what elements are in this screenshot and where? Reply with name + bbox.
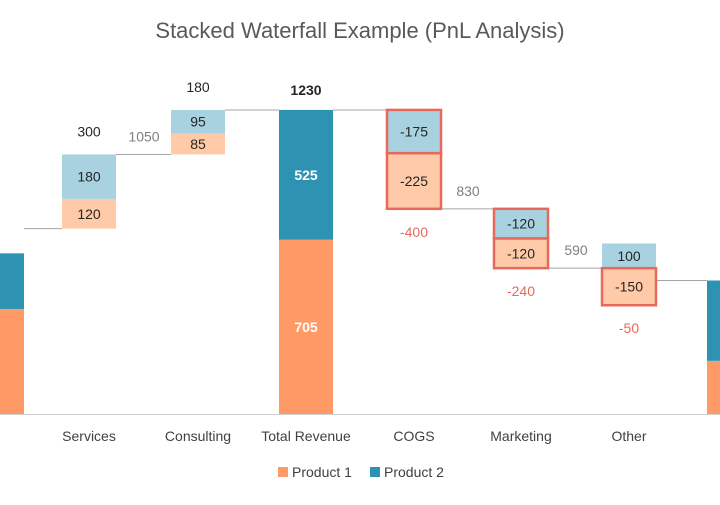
data-label-total-revenue-product-2: 525 <box>294 167 318 183</box>
bar-net-product-1 <box>707 360 720 414</box>
category-label-marketing: Marketing <box>490 428 551 444</box>
legend-swatch-product-1 <box>278 467 288 477</box>
category-labels: Services Consulting Total Revenue COGS Marke… <box>62 428 647 444</box>
category-label-total-revenue: Total Revenue <box>261 428 351 444</box>
data-label-marketing-total: -240 <box>507 283 535 299</box>
category-label-other: Other <box>611 428 646 444</box>
data-label-total-revenue-total: 1230 <box>290 82 321 98</box>
bar-total-revenue-product-1 <box>279 239 333 414</box>
category-label-cogs: COGS <box>393 428 434 444</box>
data-label-other-product-1: -150 <box>615 279 643 295</box>
data-label-consulting-total: 180 <box>186 79 210 95</box>
data-label-other-total: -50 <box>619 320 639 336</box>
bar-start-product-2 <box>0 253 24 309</box>
bar-total-revenue-product-2 <box>279 109 333 240</box>
data-label-cogs-product-2: -175 <box>400 124 428 140</box>
category-label-consulting: Consulting <box>165 428 231 444</box>
bars-group <box>0 108 720 414</box>
connector-lines <box>24 109 707 282</box>
bar-marketing-product-2 <box>492 207 550 240</box>
bar-marketing-product-1 <box>492 237 550 270</box>
data-label-services-product-2: 180 <box>77 169 101 185</box>
bar-cogs-product-1 <box>385 151 443 211</box>
data-label-marketing-product-2: -120 <box>507 216 535 232</box>
legend-label-product-1: Product 1 <box>292 464 352 480</box>
bar-net-product-2 <box>707 280 720 361</box>
data-label-services-product-1: 120 <box>77 206 101 222</box>
bar-other-product-2 <box>602 243 656 269</box>
data-label-cogs-product-1: -225 <box>400 173 428 189</box>
data-label-cogs-total: -400 <box>400 224 428 240</box>
bar-consulting-product-1 <box>171 133 225 155</box>
running-label-consulting: 1050 <box>128 128 159 144</box>
running-label-marketing: 590 <box>564 242 588 258</box>
legend-swatch-product-2 <box>370 467 380 477</box>
bar-services-product-1 <box>62 198 116 229</box>
chart-title: Stacked Waterfall Example (PnL Analysis) <box>155 18 564 43</box>
bar-cogs-product-2 <box>385 108 443 155</box>
data-label-total-revenue-product-1: 705 <box>294 319 318 335</box>
running-label-cogs: 830 <box>456 183 480 199</box>
data-label-marketing-product-1: -120 <box>507 245 535 261</box>
bar-consulting-product-2 <box>171 109 225 134</box>
data-label-consulting-product-1: 85 <box>190 136 206 152</box>
data-label-consulting-product-2: 95 <box>190 114 206 130</box>
data-label-services-total: 300 <box>77 123 101 139</box>
bar-start-product-1 <box>0 308 24 414</box>
labels-group: 120 180 300 85 95 180 705 525 1230 -175 -225 -400 -1… <box>77 79 643 336</box>
data-label-other-product-2: 100 <box>617 248 641 264</box>
bar-services-product-2 <box>62 154 116 199</box>
legend[interactable]: Product 1 Product 2 <box>278 464 444 480</box>
bar-other-product-1 <box>600 266 658 307</box>
legend-label-product-2: Product 2 <box>384 464 444 480</box>
category-label-services: Services <box>62 428 116 444</box>
